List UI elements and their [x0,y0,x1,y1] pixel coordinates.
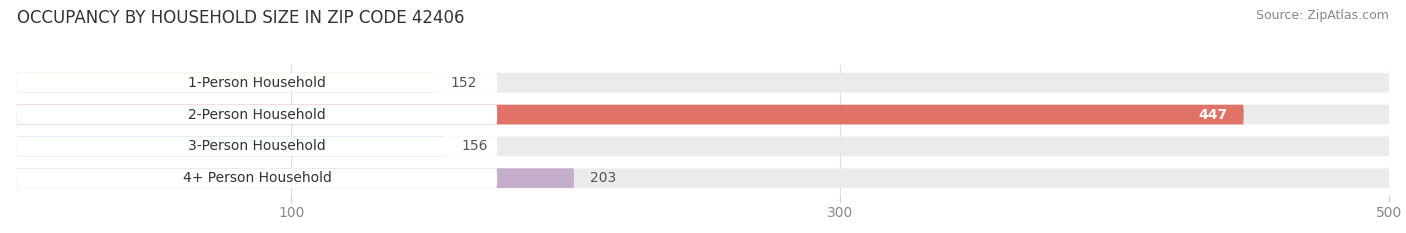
Text: 152: 152 [450,76,477,90]
FancyBboxPatch shape [17,137,1389,156]
FancyBboxPatch shape [17,137,498,156]
Text: 2-Person Household: 2-Person Household [188,108,326,122]
Text: 1-Person Household: 1-Person Household [188,76,326,90]
FancyBboxPatch shape [17,168,1389,188]
FancyBboxPatch shape [17,105,1389,124]
Text: 447: 447 [1198,108,1227,122]
FancyBboxPatch shape [17,137,446,156]
FancyBboxPatch shape [17,168,498,188]
FancyBboxPatch shape [17,168,574,188]
FancyBboxPatch shape [17,105,1244,124]
Text: 156: 156 [461,139,488,153]
FancyBboxPatch shape [17,105,498,124]
Text: 203: 203 [591,171,617,185]
Text: 3-Person Household: 3-Person Household [188,139,326,153]
FancyBboxPatch shape [17,73,1389,93]
Text: 4+ Person Household: 4+ Person Household [183,171,332,185]
Text: OCCUPANCY BY HOUSEHOLD SIZE IN ZIP CODE 42406: OCCUPANCY BY HOUSEHOLD SIZE IN ZIP CODE … [17,9,464,27]
FancyBboxPatch shape [17,73,498,93]
Text: Source: ZipAtlas.com: Source: ZipAtlas.com [1256,9,1389,22]
FancyBboxPatch shape [17,73,434,93]
